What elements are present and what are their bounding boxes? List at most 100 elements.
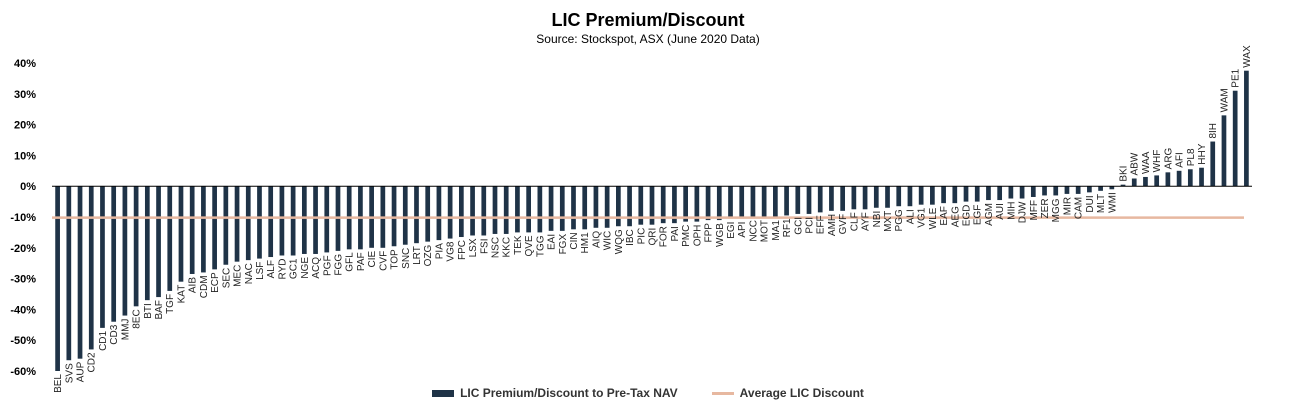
bar-mlt bbox=[1098, 186, 1103, 191]
bar-mff bbox=[1030, 186, 1036, 197]
category-label: FPC bbox=[457, 240, 468, 260]
bar-mmj bbox=[122, 186, 128, 316]
bar-ryd bbox=[279, 186, 285, 256]
category-label: AYF bbox=[861, 212, 872, 231]
category-label: WGB bbox=[715, 223, 726, 247]
category-label: RF1 bbox=[782, 218, 793, 237]
bar-ali bbox=[907, 186, 913, 207]
bar-aib bbox=[189, 186, 195, 274]
category-label: PAI bbox=[670, 226, 681, 241]
bar-eff bbox=[817, 186, 823, 213]
category-label: PGF bbox=[322, 255, 333, 276]
category-label: GVF bbox=[838, 214, 849, 235]
category-label: CLF bbox=[849, 212, 860, 231]
bar-8ec bbox=[133, 186, 139, 307]
category-label: FSI bbox=[479, 238, 490, 254]
category-label: NBI bbox=[872, 211, 883, 228]
category-label: NAC bbox=[244, 263, 255, 284]
bar-ncc bbox=[750, 186, 756, 217]
bar-afi bbox=[1176, 170, 1182, 187]
category-label: KKC bbox=[502, 237, 513, 258]
bar-cd2 bbox=[88, 186, 94, 350]
category-label: ARG bbox=[1163, 147, 1174, 169]
bar-pgf bbox=[324, 186, 330, 253]
bar-djw bbox=[1019, 186, 1025, 199]
bar-pci bbox=[806, 186, 812, 214]
category-label: RYD bbox=[277, 259, 288, 280]
bar-gci bbox=[795, 186, 801, 214]
bar-nsc bbox=[492, 186, 498, 234]
bar-sec bbox=[223, 186, 229, 265]
category-label: AIB bbox=[188, 277, 199, 293]
legend-swatch-bar bbox=[432, 389, 455, 397]
category-label: MOT bbox=[760, 220, 771, 242]
category-label: PAF bbox=[356, 252, 367, 271]
bar-eai bbox=[548, 186, 554, 231]
category-label: QRI bbox=[648, 228, 659, 246]
category-label: AUP bbox=[76, 361, 87, 382]
category-label: AGM bbox=[984, 203, 995, 226]
bar-mir bbox=[1064, 186, 1070, 194]
category-label: CDM bbox=[199, 275, 210, 298]
bar-gvf bbox=[840, 186, 846, 211]
category-label: 8EC bbox=[132, 309, 143, 328]
category-label: AUI bbox=[995, 203, 1006, 220]
category-label: MMJ bbox=[120, 319, 131, 341]
category-label: MFF bbox=[1029, 200, 1040, 221]
legend-label-average: Average LIC Discount bbox=[739, 386, 864, 400]
category-label: HM1 bbox=[580, 232, 591, 254]
bar-whf bbox=[1154, 175, 1160, 187]
bar-pl8 bbox=[1187, 169, 1193, 187]
category-label: MGG bbox=[1051, 198, 1062, 222]
category-label: ECP bbox=[210, 272, 221, 293]
category-label: EAF bbox=[939, 206, 950, 225]
y-tick-label: -30% bbox=[10, 274, 36, 286]
category-label: FGX bbox=[558, 234, 569, 255]
bar-fpp bbox=[705, 186, 711, 221]
bar-api bbox=[739, 186, 745, 219]
y-tick-label: -60% bbox=[10, 366, 36, 378]
category-label: ACQ bbox=[311, 257, 322, 279]
category-label: AFI bbox=[1175, 152, 1186, 168]
category-label: WMI bbox=[1107, 192, 1118, 213]
category-label: OZG bbox=[423, 244, 434, 266]
bar-mxt bbox=[885, 186, 890, 208]
bar-wgb bbox=[716, 186, 722, 221]
bar-pgg bbox=[896, 186, 902, 207]
legend-label-premium: LIC Premium/Discount to Pre-Tax NAV bbox=[460, 386, 678, 400]
category-label: BKI bbox=[1119, 166, 1130, 182]
category-label: EGD bbox=[962, 205, 973, 227]
bar-svs bbox=[66, 186, 72, 361]
category-label: WAX bbox=[1242, 45, 1253, 68]
bar-aui bbox=[997, 186, 1003, 201]
category-label: EAI bbox=[547, 234, 558, 250]
category-label: FPP bbox=[704, 223, 715, 243]
category-label: LSF bbox=[255, 262, 266, 280]
category-label: GC1 bbox=[289, 258, 300, 279]
category-label: CD2 bbox=[87, 352, 98, 372]
category-label: SVS bbox=[64, 363, 75, 383]
category-label: NSC bbox=[490, 237, 501, 258]
bar-ayf bbox=[862, 186, 868, 210]
y-tick-label: -50% bbox=[10, 335, 36, 347]
bar-ozg bbox=[425, 186, 431, 242]
category-label: MA1 bbox=[771, 220, 782, 241]
category-label: WLE bbox=[928, 207, 939, 229]
bar-top bbox=[391, 186, 397, 247]
category-label: PMC bbox=[681, 225, 692, 247]
bar-pic bbox=[638, 186, 644, 225]
bar-bti bbox=[144, 186, 150, 301]
category-label: VG8 bbox=[446, 241, 457, 261]
category-label: AEG bbox=[950, 206, 961, 227]
category-label: MIH bbox=[1006, 202, 1017, 220]
bar-cd1 bbox=[100, 186, 105, 328]
category-label: PIA bbox=[434, 243, 445, 259]
category-label: ALF bbox=[266, 260, 277, 278]
y-tick-label: 40% bbox=[14, 58, 36, 70]
category-label: HHY bbox=[1197, 143, 1208, 164]
bar-kkc bbox=[503, 186, 509, 234]
bar-fsi bbox=[481, 186, 487, 236]
category-label: AMH bbox=[827, 214, 838, 236]
y-axis-ticks: -60% -50% -40% -30% -20% -10% 0% 10% 20% 30% 40% bbox=[10, 58, 36, 378]
bar-aeg bbox=[952, 186, 958, 204]
